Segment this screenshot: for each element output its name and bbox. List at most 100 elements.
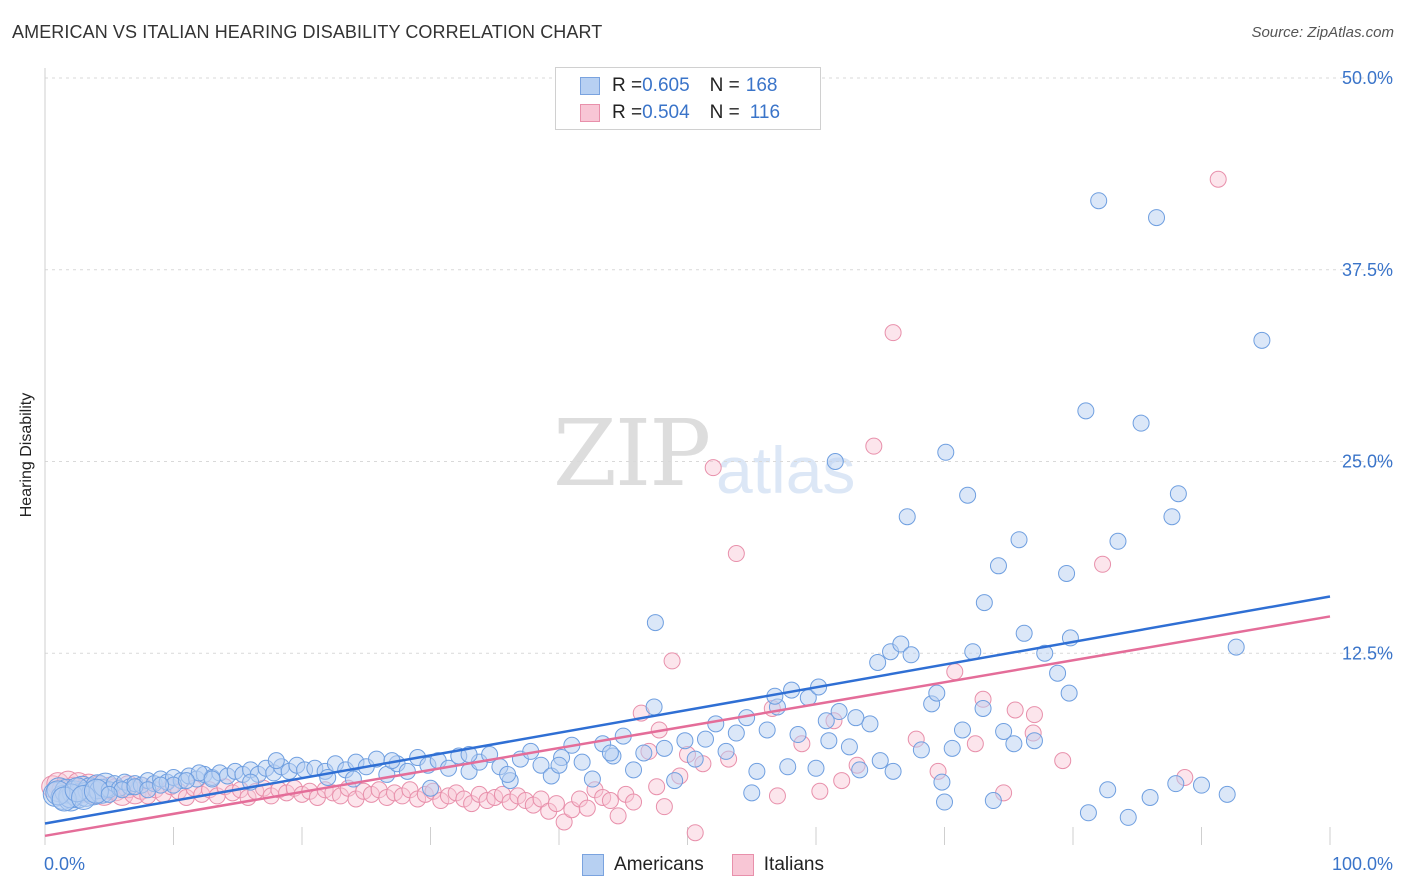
- americans-point: [1218, 785, 1236, 803]
- americans-point: [1253, 331, 1271, 349]
- americans-point: [1060, 684, 1078, 702]
- americans-point: [820, 732, 838, 750]
- italians-point: [578, 799, 596, 817]
- italians-point: [601, 792, 619, 810]
- americans-point: [666, 772, 684, 790]
- y-tick-label: 37.5%: [1342, 260, 1393, 280]
- americans-r-label: R =: [612, 75, 643, 96]
- americans-point: [826, 453, 844, 470]
- italians-point: [532, 790, 550, 808]
- americans-point: [1036, 644, 1054, 662]
- italians-point: [1209, 170, 1227, 188]
- americans-point: [267, 752, 285, 770]
- americans-point: [1099, 781, 1117, 799]
- americans-point: [625, 761, 643, 779]
- axes: [44, 68, 1331, 845]
- americans-point: [953, 721, 971, 739]
- grid-lines: [45, 77, 1392, 654]
- americans-point: [573, 753, 591, 771]
- americans-swatch: [580, 77, 600, 95]
- americans-point: [1079, 804, 1097, 822]
- americans-point: [974, 699, 992, 717]
- americans-point: [807, 759, 825, 777]
- americans-point: [995, 722, 1013, 740]
- americans-point: [100, 785, 118, 803]
- americans-point: [743, 784, 761, 802]
- americans-legend-label: Americans: [614, 854, 704, 875]
- italians-swatch: [580, 104, 600, 122]
- americans-point: [1090, 192, 1108, 210]
- italians-n-value: 116: [749, 102, 781, 123]
- americans-point: [1010, 531, 1028, 549]
- americans-point: [1015, 624, 1033, 642]
- americans-point: [583, 770, 601, 788]
- americans-point: [398, 762, 416, 780]
- americans-point: [1077, 402, 1095, 420]
- trend-lines: [44, 595, 1331, 838]
- americans-point: [933, 773, 951, 791]
- americans-point: [1058, 564, 1076, 582]
- italians-point: [833, 772, 851, 790]
- legend-row-italians: R = 0.504 N = 116: [580, 100, 780, 126]
- chart-title: AMERICAN VS ITALIAN HEARING DISABILITY C…: [12, 22, 603, 42]
- americans-point: [779, 758, 797, 776]
- americans-point: [1148, 209, 1166, 227]
- americans-point: [1169, 485, 1187, 503]
- legend-row-americans: R = 0.605 N = 168: [580, 73, 777, 99]
- americans-point: [1167, 775, 1185, 793]
- americans-n-label: N =: [709, 75, 740, 96]
- americans-point: [758, 721, 776, 739]
- americans-point: [1141, 788, 1159, 806]
- x-tick-label-min: 0.0%: [44, 854, 85, 874]
- y-tick-label: 12.5%: [1342, 643, 1393, 663]
- americans-point: [203, 770, 221, 788]
- legend-item-italians[interactable]: Italians: [731, 854, 824, 876]
- americans-point: [989, 557, 1007, 575]
- americans-point: [696, 730, 714, 748]
- italians-points: [41, 170, 1227, 842]
- americans-n-value: 168: [745, 75, 778, 96]
- watermark-zip: ZIP: [553, 400, 711, 507]
- y-tick-label: 50.0%: [1342, 68, 1393, 88]
- americans-point: [830, 703, 848, 721]
- correlation-legend: R = 0.605 N = 168 R = 0.504 N = 116: [555, 67, 821, 130]
- x-tick-label-max: 100.0%: [1332, 854, 1393, 874]
- italians-r-label: R =: [612, 102, 643, 123]
- americans-point: [655, 739, 673, 757]
- americans-point: [861, 715, 879, 733]
- italians-point: [865, 437, 883, 455]
- americans-point: [943, 739, 961, 757]
- italians-point: [655, 798, 673, 816]
- americans-point: [840, 738, 858, 756]
- americans-point: [898, 508, 916, 526]
- americans-point: [1132, 414, 1150, 432]
- italians-point: [686, 824, 704, 842]
- italians-point: [1094, 555, 1112, 573]
- italians-point: [966, 735, 984, 753]
- americans-point: [601, 744, 619, 762]
- italians-point: [547, 795, 565, 813]
- legend-item-americans[interactable]: Americans: [582, 854, 704, 876]
- americans-point: [1119, 808, 1137, 826]
- americans-point: [1109, 532, 1127, 550]
- italians-r-value: 0.504: [642, 102, 690, 123]
- italians-point: [811, 782, 829, 800]
- italians-point: [609, 807, 627, 825]
- americans-point: [884, 762, 902, 780]
- americans-point: [847, 709, 865, 727]
- italians-point: [1006, 701, 1024, 719]
- americans-point: [902, 646, 920, 664]
- americans-point: [1005, 735, 1023, 753]
- americans-point: [964, 643, 982, 661]
- americans-point: [892, 635, 910, 653]
- americans-point: [646, 614, 664, 632]
- americans-point: [707, 715, 725, 733]
- americans-point: [532, 756, 550, 774]
- italians-trend-line: [44, 615, 1331, 838]
- americans-point: [959, 486, 977, 504]
- americans-point: [499, 765, 517, 783]
- y-tick-label: 25.0%: [1342, 452, 1393, 472]
- italians-point: [555, 813, 573, 831]
- americans-point: [928, 684, 946, 702]
